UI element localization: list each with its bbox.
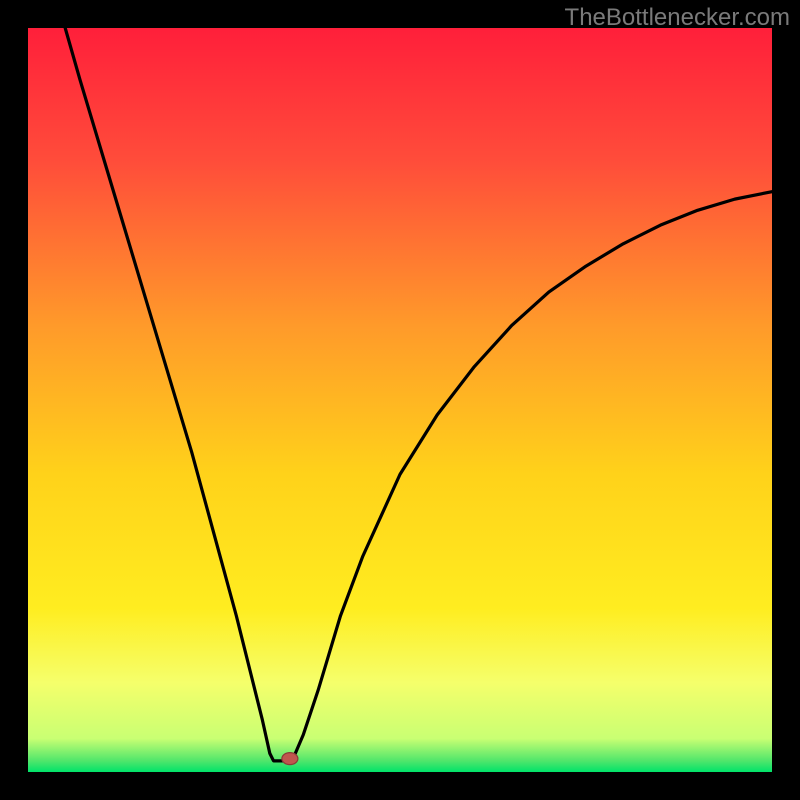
chart-container: TheBottlenecker.com bbox=[0, 0, 800, 800]
bottleneck-chart bbox=[0, 0, 800, 800]
optimal-point-marker bbox=[282, 753, 298, 765]
plot-background bbox=[28, 28, 772, 772]
